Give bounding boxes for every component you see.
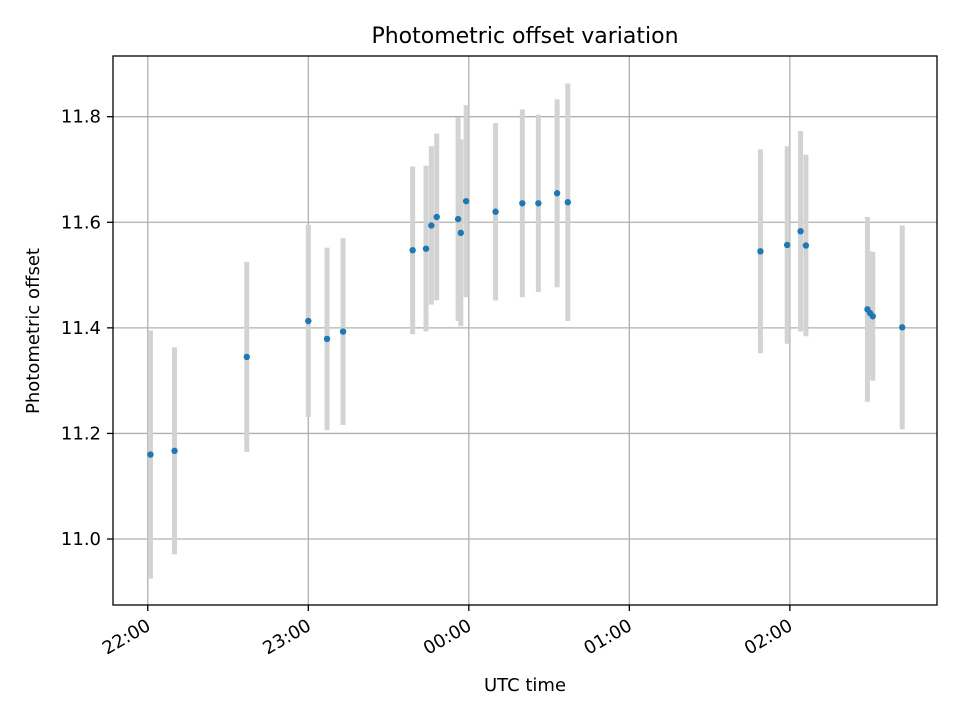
data-point bbox=[422, 245, 430, 252]
data-point bbox=[428, 222, 435, 229]
data-point bbox=[305, 317, 312, 325]
y-tick-label: 11.6 bbox=[61, 212, 101, 233]
y-tick-label: 11.0 bbox=[61, 529, 101, 550]
data-point bbox=[564, 199, 572, 206]
x-axis-label: UTC time bbox=[484, 675, 566, 696]
plot-frame bbox=[112, 55, 938, 606]
data-point bbox=[323, 335, 331, 343]
data-point bbox=[171, 447, 178, 455]
data-point bbox=[899, 324, 906, 331]
grid bbox=[113, 56, 937, 605]
x-tick-label: 22:00 bbox=[99, 615, 154, 659]
data-point bbox=[457, 229, 464, 237]
y-tick-label: 11.8 bbox=[61, 107, 101, 128]
data-point bbox=[757, 248, 764, 255]
data-point bbox=[797, 228, 804, 235]
data-point bbox=[339, 328, 347, 335]
data-point bbox=[462, 197, 470, 205]
x-tick-label: 01:00 bbox=[580, 615, 635, 659]
x-tick-label: 23:00 bbox=[259, 615, 314, 659]
data-point bbox=[869, 313, 876, 320]
x-axis-ticks: 22:00 23:00 00:00 01:00 02:00 bbox=[99, 605, 796, 659]
data-points bbox=[147, 190, 906, 458]
y-axis-label: Photometric offset bbox=[23, 248, 44, 414]
x-tick-label: 00:00 bbox=[420, 615, 475, 659]
y-axis-ticks: 11.0 11.2 11.4 11.6 11.8 bbox=[61, 107, 113, 550]
data-point bbox=[492, 208, 499, 215]
data-point bbox=[802, 242, 810, 249]
data-point bbox=[553, 190, 561, 197]
data-point bbox=[433, 213, 440, 221]
y-tick-label: 11.2 bbox=[61, 423, 101, 444]
data-point bbox=[243, 353, 250, 361]
x-tick-label: 02:00 bbox=[741, 615, 796, 659]
data-point bbox=[519, 200, 526, 207]
data-point bbox=[454, 215, 462, 223]
data-point bbox=[147, 451, 154, 458]
data-point bbox=[409, 247, 416, 254]
chart-title: Photometric offset variation bbox=[371, 24, 678, 49]
data-point bbox=[535, 200, 542, 207]
data-point bbox=[783, 241, 791, 249]
y-tick-label: 11.4 bbox=[61, 318, 101, 339]
